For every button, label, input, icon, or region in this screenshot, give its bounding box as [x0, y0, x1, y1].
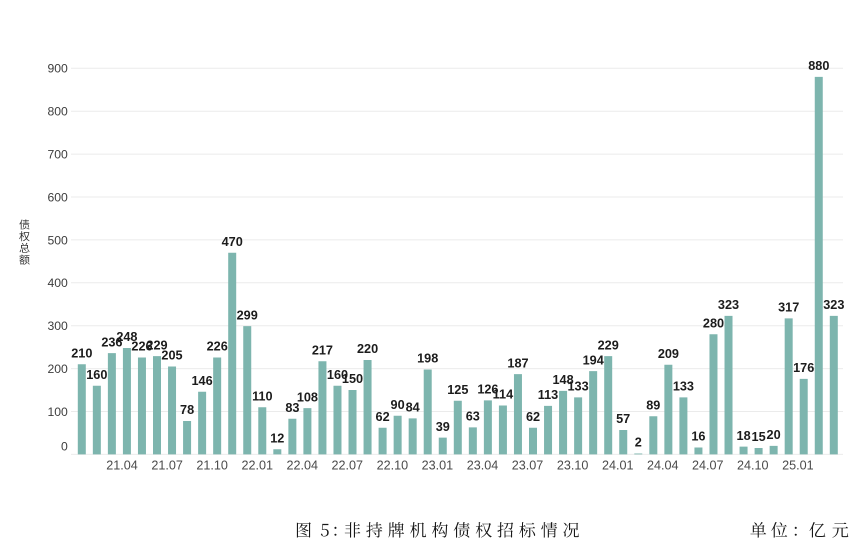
svg-text:210: 210 [71, 347, 92, 361]
svg-text:62: 62 [376, 410, 390, 424]
svg-text:229: 229 [598, 338, 619, 352]
svg-text:205: 205 [161, 349, 182, 363]
svg-text:600: 600 [47, 190, 68, 204]
svg-text:248: 248 [116, 330, 137, 344]
svg-text:23.10: 23.10 [557, 459, 589, 473]
svg-text:220: 220 [357, 342, 378, 356]
svg-text:108: 108 [297, 390, 318, 404]
svg-text:23.04: 23.04 [467, 459, 499, 473]
svg-text:24.04: 24.04 [647, 459, 679, 473]
svg-text:133: 133 [568, 380, 589, 394]
svg-text:22.04: 22.04 [286, 459, 318, 473]
svg-text:226: 226 [207, 340, 228, 354]
svg-text:236: 236 [101, 335, 122, 349]
svg-text:22.07: 22.07 [332, 459, 364, 473]
svg-text:23.07: 23.07 [512, 459, 544, 473]
svg-text:200: 200 [47, 362, 68, 376]
svg-text:39: 39 [436, 420, 450, 434]
svg-text:21.07: 21.07 [151, 459, 183, 473]
svg-text:125: 125 [447, 383, 468, 397]
svg-text:194: 194 [583, 353, 604, 367]
svg-text:187: 187 [507, 356, 528, 370]
svg-text:12: 12 [270, 432, 284, 446]
svg-text:24.07: 24.07 [692, 459, 724, 473]
svg-text:15: 15 [752, 430, 766, 444]
svg-text:23.01: 23.01 [422, 459, 454, 473]
svg-text:110: 110 [252, 389, 272, 403]
svg-text:24.10: 24.10 [737, 459, 769, 473]
svg-text:25.01: 25.01 [782, 459, 814, 473]
svg-text:148: 148 [553, 373, 574, 387]
svg-text:160: 160 [86, 368, 107, 382]
svg-text:133: 133 [673, 380, 694, 394]
svg-text:400: 400 [47, 276, 68, 290]
svg-text:90: 90 [391, 398, 405, 412]
svg-text:150: 150 [342, 372, 363, 386]
svg-text:198: 198 [417, 352, 438, 366]
svg-text:299: 299 [237, 308, 258, 322]
svg-text:0: 0 [61, 439, 68, 453]
svg-text:323: 323 [823, 298, 844, 312]
svg-text:209: 209 [658, 347, 679, 361]
svg-text:100: 100 [47, 405, 68, 419]
svg-text:317: 317 [778, 301, 799, 315]
svg-text:113: 113 [538, 388, 558, 402]
svg-text:16: 16 [691, 430, 705, 444]
svg-text:22.01: 22.01 [241, 459, 273, 473]
svg-text:880: 880 [808, 59, 829, 73]
svg-text:280: 280 [703, 317, 724, 331]
svg-text:89: 89 [646, 398, 660, 412]
svg-text:126: 126 [477, 383, 498, 397]
svg-text:114: 114 [493, 388, 513, 402]
svg-text:21.04: 21.04 [106, 459, 138, 473]
svg-text:700: 700 [47, 148, 68, 162]
svg-text:78: 78 [180, 403, 194, 417]
svg-text:323: 323 [718, 298, 739, 312]
svg-text:146: 146 [192, 374, 213, 388]
svg-text:21.10: 21.10 [196, 459, 228, 473]
svg-text:500: 500 [47, 233, 68, 247]
svg-text:226: 226 [131, 340, 152, 354]
svg-text:83: 83 [285, 401, 299, 415]
svg-text:2: 2 [635, 436, 642, 450]
svg-text:57: 57 [616, 412, 630, 426]
svg-text:176: 176 [793, 361, 814, 375]
svg-text:18: 18 [737, 429, 751, 443]
svg-text:217: 217 [312, 344, 333, 358]
svg-text:22.10: 22.10 [377, 459, 409, 473]
svg-text:62: 62 [526, 410, 540, 424]
svg-text:800: 800 [47, 105, 68, 119]
svg-text:24.01: 24.01 [602, 459, 634, 473]
svg-text:300: 300 [47, 319, 68, 333]
svg-text:84: 84 [406, 401, 420, 415]
svg-text:900: 900 [47, 62, 68, 76]
svg-text:160: 160 [327, 368, 348, 382]
svg-text:20: 20 [767, 428, 781, 442]
svg-text:63: 63 [466, 410, 480, 424]
svg-text:470: 470 [222, 235, 243, 249]
svg-text:229: 229 [146, 338, 167, 352]
